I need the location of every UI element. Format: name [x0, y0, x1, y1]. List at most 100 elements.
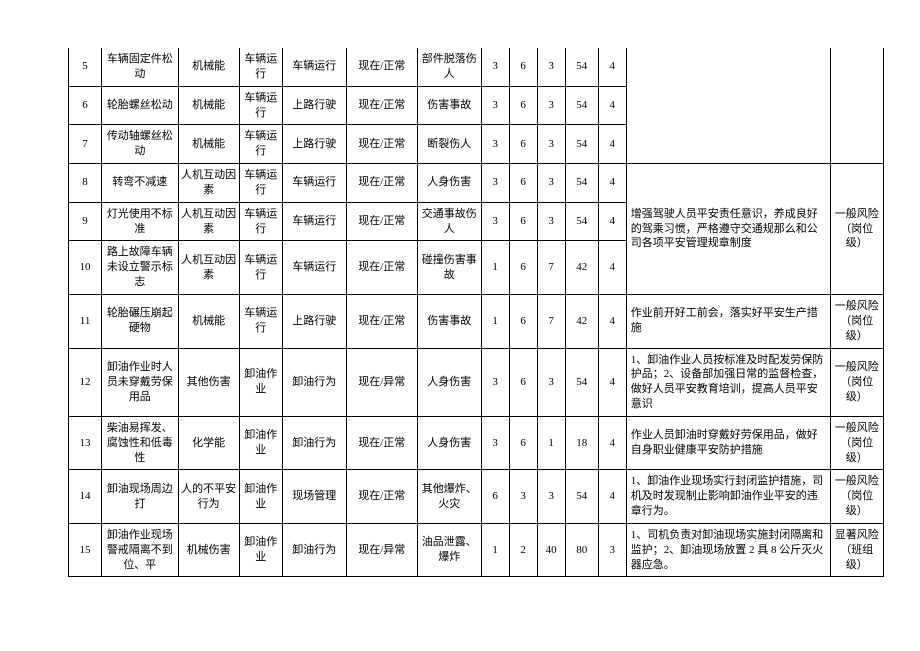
cell-activity: 卸油作业	[239, 523, 282, 577]
cell-state: 现在/正常	[346, 416, 417, 470]
cell-index: 6	[69, 86, 102, 125]
cell-consequence: 断裂伤人	[417, 125, 481, 164]
cell-state: 现在/正常	[346, 48, 417, 86]
cell-state: 现在/正常	[346, 294, 417, 348]
cell-v4: 42	[565, 241, 598, 295]
cell-index: 15	[69, 523, 102, 577]
cell-v2: 6	[509, 348, 537, 416]
cell-index: 13	[69, 416, 102, 470]
cell-v3: 7	[537, 241, 565, 295]
cell-measure: 作业前开好工前会，落实好平安生产措施	[626, 294, 830, 348]
cell-category: 其他伤害	[178, 348, 239, 416]
cell-v1: 1	[481, 523, 509, 577]
cell-category: 机械能	[178, 125, 239, 164]
cell-v2: 6	[509, 294, 537, 348]
cell-grade: 4	[598, 470, 626, 524]
cell-category: 人机互动因素	[178, 202, 239, 241]
cell-grade: 4	[598, 416, 626, 470]
cell-activity: 车辆运行	[239, 86, 282, 125]
cell-category: 机械能	[178, 48, 239, 86]
cell-v4: 54	[565, 164, 598, 203]
table-row: 5 车辆固定件松动 机械能 车辆运行 车辆运行 现在/正常 部件脱落伤人 3 6…	[69, 48, 884, 86]
cell-location: 卸油行为	[282, 416, 346, 470]
cell-location: 上路行驶	[282, 125, 346, 164]
cell-location: 卸油行为	[282, 348, 346, 416]
cell-grade: 4	[598, 86, 626, 125]
cell-v1: 6	[481, 470, 509, 524]
cell-hazard: 车辆固定件松动	[102, 48, 178, 86]
cell-consequence: 伤害事故	[417, 294, 481, 348]
cell-activity: 车辆运行	[239, 241, 282, 295]
cell-location: 车辆运行	[282, 48, 346, 86]
cell-index: 5	[69, 48, 102, 86]
cell-activity: 车辆运行	[239, 48, 282, 86]
cell-v4: 18	[565, 416, 598, 470]
cell-level: 显著风险（班组级）	[830, 523, 883, 577]
cell-consequence: 其他爆炸、火灾	[417, 470, 481, 524]
cell-grade: 4	[598, 294, 626, 348]
cell-state: 现在/正常	[346, 202, 417, 241]
cell-v1: 1	[481, 241, 509, 295]
cell-location: 车辆运行	[282, 241, 346, 295]
cell-grade: 4	[598, 48, 626, 86]
cell-grade: 4	[598, 202, 626, 241]
cell-measure: 1、司机负责对卸油现场实施封闭隔离和监护；2、卸油现场放置 2 具 8 公斤灭火…	[626, 523, 830, 577]
cell-grade: 4	[598, 348, 626, 416]
cell-v4: 54	[565, 86, 598, 125]
cell-measure: 作业人员卸油时穿戴好劳保用品，做好自身职业健康平安防护措施	[626, 416, 830, 470]
cell-hazard: 灯光使用不标准	[102, 202, 178, 241]
cell-state: 现在/正常	[346, 470, 417, 524]
cell-level: 一般风险（岗位级）	[830, 416, 883, 470]
cell-level: 一般风险（岗位级）	[830, 348, 883, 416]
cell-v3: 3	[537, 202, 565, 241]
cell-v4: 54	[565, 202, 598, 241]
cell-consequence: 人身伤害	[417, 348, 481, 416]
cell-state: 现在/异常	[346, 523, 417, 577]
cell-grade: 4	[598, 164, 626, 203]
cell-state: 现在/异常	[346, 348, 417, 416]
cell-category: 化学能	[178, 416, 239, 470]
cell-activity: 卸油作业	[239, 470, 282, 524]
cell-v3: 3	[537, 470, 565, 524]
cell-activity: 车辆运行	[239, 125, 282, 164]
cell-v2: 6	[509, 48, 537, 86]
cell-v4: 54	[565, 125, 598, 164]
cell-measure: 1、卸油作业人员按标准及时配发劳保防护品；2、设备部加强日常的监督检查，做好人员…	[626, 348, 830, 416]
cell-measure: 1、卸油作业现场实行封闭监护措施，司机及时发现制止影响卸油作业平安的违章行为。	[626, 470, 830, 524]
cell-v2: 6	[509, 125, 537, 164]
cell-state: 现在/正常	[346, 86, 417, 125]
cell-hazard: 柴油易挥发、腐蚀性和低毒性	[102, 416, 178, 470]
table-row: 14 卸油现场周边打 人的不平安行为 卸油作业 现场管理 现在/正常 其他爆炸、…	[69, 470, 884, 524]
cell-v2: 6	[509, 164, 537, 203]
cell-v4: 54	[565, 348, 598, 416]
cell-hazard: 卸油现场周边打	[102, 470, 178, 524]
cell-index: 8	[69, 164, 102, 203]
cell-hazard: 卸油作业时人员未穿戴劳保用品	[102, 348, 178, 416]
cell-location: 车辆运行	[282, 202, 346, 241]
cell-category: 机械能	[178, 86, 239, 125]
cell-v4: 42	[565, 294, 598, 348]
cell-v3: 7	[537, 294, 565, 348]
cell-measure	[626, 48, 830, 164]
cell-grade: 4	[598, 125, 626, 164]
cell-consequence: 油品泄露、爆炸	[417, 523, 481, 577]
cell-hazard: 转弯不减速	[102, 164, 178, 203]
cell-grade: 4	[598, 241, 626, 295]
table-row: 13 柴油易挥发、腐蚀性和低毒性 化学能 卸油作业 卸油行为 现在/正常 人身伤…	[69, 416, 884, 470]
cell-v1: 3	[481, 348, 509, 416]
cell-activity: 车辆运行	[239, 164, 282, 203]
cell-v3: 3	[537, 86, 565, 125]
cell-v1: 3	[481, 416, 509, 470]
cell-v1: 3	[481, 164, 509, 203]
cell-activity: 卸油作业	[239, 416, 282, 470]
cell-activity: 车辆运行	[239, 202, 282, 241]
cell-hazard: 传动轴螺丝松动	[102, 125, 178, 164]
cell-state: 现在/正常	[346, 125, 417, 164]
cell-level: 一般风险（岗位级）	[830, 470, 883, 524]
cell-index: 11	[69, 294, 102, 348]
cell-measure: 增强驾驶人员平安责任意识，养成良好的驾乘习惯，严格遵守交通规那么和公司各项平安管…	[626, 164, 830, 295]
cell-category: 机械能	[178, 294, 239, 348]
cell-consequence: 人身伤害	[417, 164, 481, 203]
cell-consequence: 部件脱落伤人	[417, 48, 481, 86]
cell-location: 上路行驶	[282, 294, 346, 348]
